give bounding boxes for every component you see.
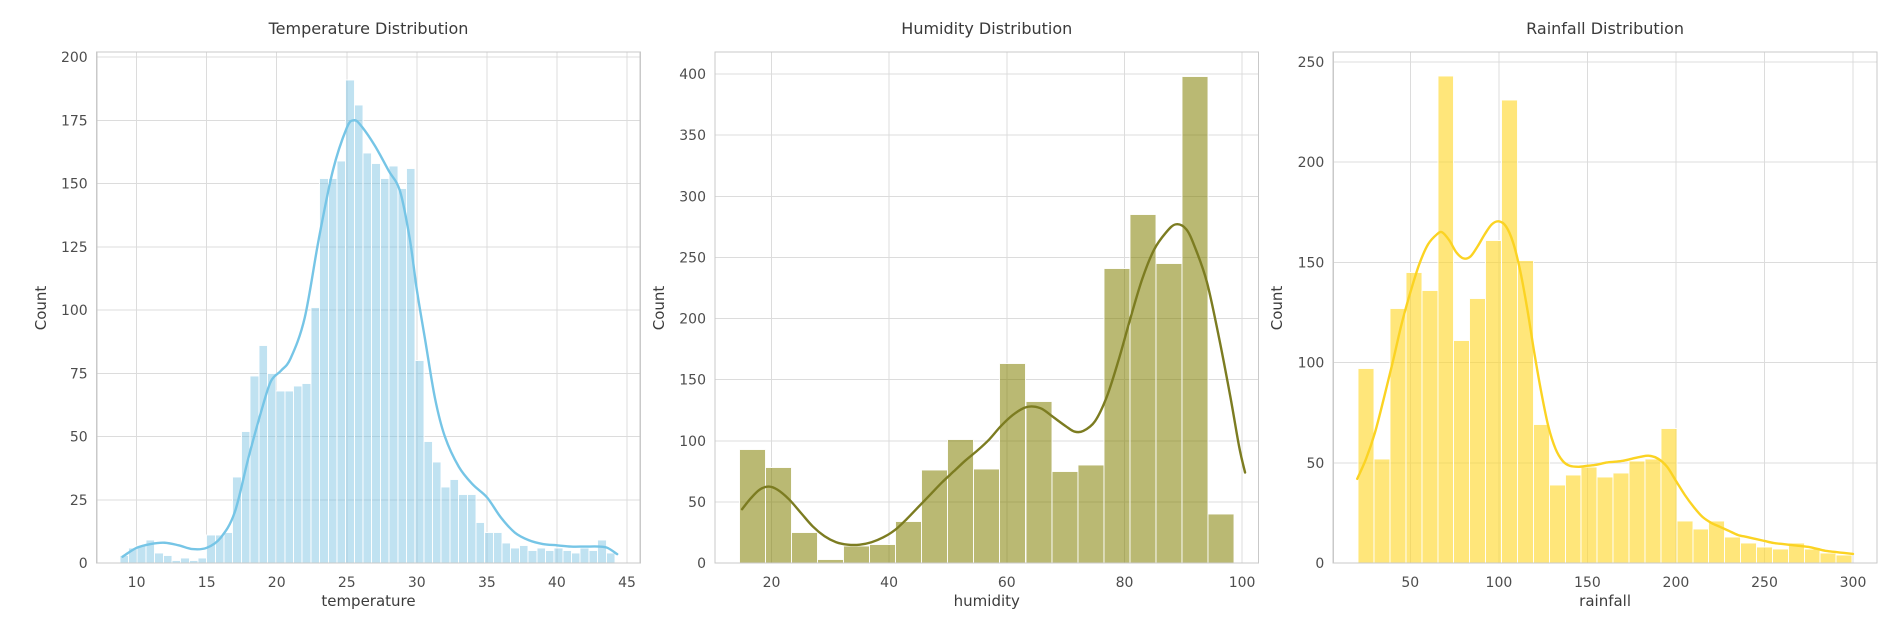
grid: [96, 52, 641, 564]
svg-text:20: 20: [268, 575, 286, 591]
x-tick-labels: 50 100 150 200 250 300: [1401, 575, 1866, 591]
plot-frame: [96, 51, 641, 564]
x-tick-labels: 20 40 60 80 100: [763, 575, 1256, 591]
svg-text:300: 300: [1840, 575, 1867, 591]
svg-text:150: 150: [679, 373, 706, 389]
svg-text:200: 200: [679, 312, 706, 328]
svg-text:200: 200: [1663, 575, 1690, 591]
y-tick-labels: 0 50 100 150 200 250 300 350 400: [679, 67, 706, 572]
plot-frame: [1332, 51, 1878, 564]
svg-text:40: 40: [548, 575, 566, 591]
svg-text:150: 150: [1574, 575, 1601, 591]
svg-text:50: 50: [70, 430, 88, 446]
svg-text:30: 30: [408, 575, 426, 591]
svg-text:40: 40: [880, 575, 898, 591]
svg-text:250: 250: [1298, 55, 1325, 71]
histogram-bars: [739, 75, 1235, 564]
svg-text:250: 250: [679, 250, 706, 266]
svg-text:125: 125: [61, 240, 88, 256]
chart-rainfall: 50 100 150 200 250 300 0 50 100 150 200 250: [1298, 51, 1878, 591]
kde-curve: [121, 119, 619, 558]
svg-text:35: 35: [478, 575, 496, 591]
svg-text:60: 60: [998, 575, 1016, 591]
svg-text:100: 100: [61, 303, 88, 319]
svg-text:45: 45: [618, 575, 636, 591]
x-tick-labels: 10 15 20 25 30 35 40 45: [128, 575, 636, 591]
svg-text:300: 300: [679, 189, 706, 205]
svg-text:15: 15: [198, 575, 216, 591]
kde-curve: [740, 223, 1247, 547]
plot-frame: [714, 51, 1260, 564]
svg-text:400: 400: [679, 67, 706, 83]
svg-text:350: 350: [679, 128, 706, 144]
svg-text:150: 150: [61, 177, 88, 193]
svg-text:50: 50: [1401, 575, 1419, 591]
svg-text:50: 50: [688, 495, 706, 511]
svg-text:25: 25: [70, 493, 88, 509]
svg-text:100: 100: [1229, 575, 1256, 591]
histogram-bars: [1357, 75, 1853, 564]
svg-text:25: 25: [338, 575, 356, 591]
svg-text:250: 250: [1751, 575, 1778, 591]
svg-text:100: 100: [1486, 575, 1513, 591]
svg-text:100: 100: [1298, 356, 1325, 372]
svg-text:0: 0: [1315, 556, 1324, 572]
svg-text:175: 175: [61, 113, 88, 129]
histogram-bars: [119, 79, 616, 564]
svg-text:20: 20: [763, 575, 781, 591]
chart-temperature: 10 15 20 25 30 35 40 45 0 25 50 75 100 125 150 175 200: [61, 50, 641, 591]
svg-text:0: 0: [697, 556, 706, 572]
svg-text:150: 150: [1298, 255, 1325, 271]
svg-text:10: 10: [128, 575, 146, 591]
svg-text:80: 80: [1116, 575, 1134, 591]
svg-text:0: 0: [79, 556, 88, 572]
svg-text:75: 75: [70, 366, 88, 382]
svg-text:100: 100: [679, 434, 706, 450]
y-tick-labels: 0 25 50 75 100 125 150 175 200: [61, 50, 88, 572]
kde-curve: [1356, 220, 1855, 556]
svg-text:200: 200: [1298, 155, 1325, 171]
chart-humidity: 20 40 60 80 100 0 50 100 150 200 250 300 350 400: [679, 51, 1260, 591]
svg-text:200: 200: [61, 50, 88, 66]
y-tick-labels: 0 50 100 150 200 250: [1298, 55, 1325, 572]
svg-text:50: 50: [1306, 456, 1324, 472]
